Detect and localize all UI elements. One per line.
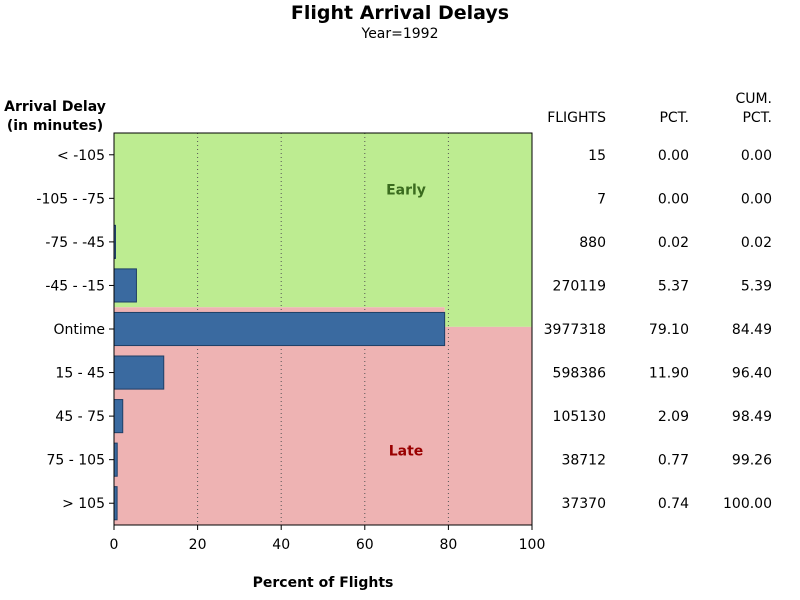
x-tick-label: 100 <box>519 537 546 553</box>
flights-value: 598386 <box>553 366 607 382</box>
cum-pct-header-line1: CUM. <box>735 91 772 107</box>
pct-value: 79.10 <box>649 322 689 338</box>
category-label: -105 - -75 <box>36 191 105 207</box>
pct-value: 0.74 <box>658 496 689 512</box>
category-label: > 105 <box>62 496 105 512</box>
cum-pct-value: 100.00 <box>723 496 772 512</box>
cum-pct-header-line2: PCT. <box>742 110 772 126</box>
y-axis-label-line2: (in minutes) <box>6 118 104 134</box>
cum-pct-value: 0.00 <box>741 191 772 207</box>
pct-value: 11.90 <box>649 366 689 382</box>
x-tick-label: 20 <box>189 537 207 553</box>
late-region-label: Late <box>389 444 424 460</box>
flights-value: 270119 <box>553 278 606 294</box>
bar <box>113 268 137 303</box>
late-region <box>114 307 532 525</box>
flights-value: 38712 <box>561 453 606 469</box>
flights-value: 880 <box>579 235 606 251</box>
flights-value: 7 <box>597 191 606 207</box>
pct-value: 0.77 <box>658 453 689 469</box>
cum-pct-value: 0.02 <box>741 235 772 251</box>
category-label: -75 - -45 <box>45 235 105 251</box>
cum-pct-column-header: CUM. PCT. <box>690 90 772 128</box>
category-label: 45 - 75 <box>55 409 105 425</box>
x-tick-label: 80 <box>439 537 457 553</box>
pct-value: 2.09 <box>658 409 689 425</box>
bar <box>113 355 165 390</box>
pct-value: 0.02 <box>658 235 689 251</box>
early-region <box>114 133 532 327</box>
pct-value: 5.37 <box>658 278 689 294</box>
pct-value: 0.00 <box>658 191 689 207</box>
flights-value: 105130 <box>553 409 606 425</box>
chart-subtitle: Year=1992 <box>361 26 439 42</box>
pct-column-header: PCT. <box>659 110 689 126</box>
flights-value: 37370 <box>561 496 606 512</box>
bar <box>113 311 446 347</box>
y-axis-label: Arrival Delay (in minutes) <box>0 98 110 136</box>
bar <box>113 399 124 434</box>
pct-value: 0.00 <box>658 148 689 164</box>
flights-column-header: FLIGHTS <box>547 110 606 126</box>
cum-pct-value: 84.49 <box>732 322 772 338</box>
cum-pct-value: 96.40 <box>732 366 772 382</box>
category-label: -45 - -15 <box>45 278 105 294</box>
x-tick-label: 0 <box>110 537 119 553</box>
flights-value: 15 <box>588 148 606 164</box>
cum-pct-value: 99.26 <box>732 453 772 469</box>
y-axis-label-line1: Arrival Delay <box>4 99 106 115</box>
cum-pct-value: 0.00 <box>741 148 772 164</box>
cum-pct-value: 5.39 <box>741 278 772 294</box>
category-label: Ontime <box>53 322 105 338</box>
x-tick-label: 40 <box>272 537 290 553</box>
flights-value: 3977318 <box>544 322 606 338</box>
x-tick-label: 60 <box>356 537 374 553</box>
x-axis-label: Percent of Flights <box>252 575 394 591</box>
category-label: 75 - 105 <box>47 453 106 469</box>
cum-pct-value: 98.49 <box>732 409 772 425</box>
category-label: < -105 <box>57 148 105 164</box>
category-label: 15 - 45 <box>55 366 105 382</box>
early-region-label: Early <box>386 182 426 198</box>
chart-title: Flight Arrival Delays <box>290 2 510 24</box>
